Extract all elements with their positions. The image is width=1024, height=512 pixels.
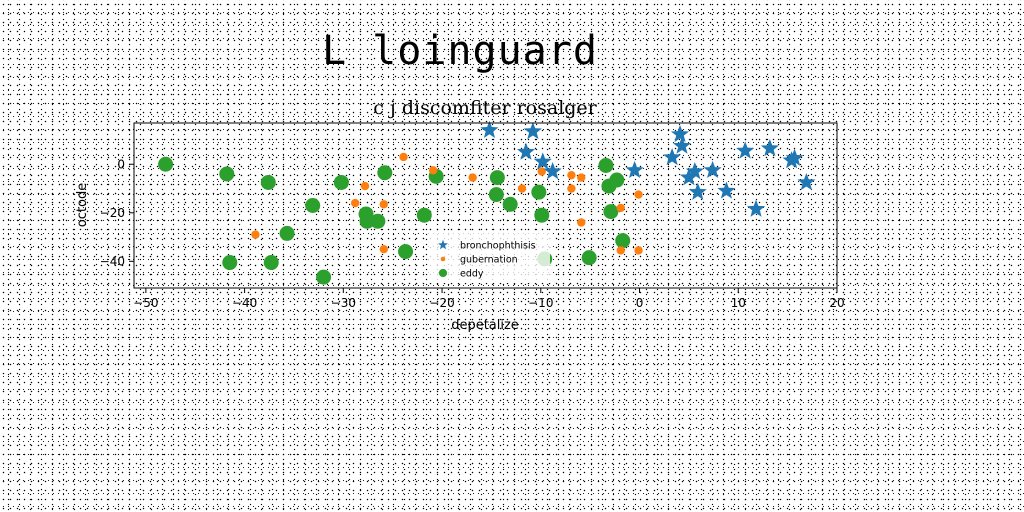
data-point-gubernation [360,181,370,191]
data-point-gubernation [616,203,625,213]
legend-box [428,233,550,283]
data-point-bronchophthisis [663,147,682,166]
data-point-bronchophthisis [747,199,766,217]
data-point-eddy [305,198,321,213]
data-point-eddy [534,207,550,223]
data-point-eddy [370,213,386,229]
data-point-bronchophthisis [785,148,804,166]
data-point-eddy [603,204,619,220]
data-point-eddy [416,207,432,223]
data-point-eddy [359,213,375,229]
data-point-bronchophthisis [703,160,722,178]
y-axis-label: octode [75,183,90,227]
data-point-bronchophthisis [736,141,755,159]
data-point-bronchophthisis [625,160,644,178]
x-tick-label: 20 [829,296,844,310]
data-point-gubernation [567,170,576,180]
data-point-eddy [489,170,505,186]
data-point-bronchophthisis [480,120,499,138]
data-point-eddy [488,187,504,203]
data-point-eddy [615,233,631,249]
data-point-eddy [279,225,295,241]
data-point-eddy [333,174,349,190]
data-point-gubernation [379,200,389,209]
data-point-gubernation [567,184,576,193]
x-tick-label: −50 [133,296,158,310]
data-point-bronchophthisis [685,162,704,180]
data-point-eddy [502,196,518,212]
data-point-eddy [398,244,414,260]
chart-legend: bronchophthisis gubernation eddy [428,233,550,283]
data-point-gubernation [399,152,408,162]
data-point-eddy [263,255,279,271]
x-axis-label: depetalize [451,318,519,333]
data-point-eddy [598,157,614,173]
data-point-gubernation [634,246,643,255]
legend-marker-eddy [438,268,448,278]
x-tick-label: −10 [528,296,553,310]
data-point-eddy [609,172,625,188]
data-point-gubernation [428,166,438,175]
data-point-bronchophthisis [679,168,698,186]
x-tick-label: −30 [331,296,356,310]
y-tick-label: −20 [100,206,125,220]
data-point-gubernation [634,190,643,199]
x-tick-label: −20 [429,296,454,310]
data-point-gubernation [468,173,477,182]
data-point-bronchophthisis [717,181,736,199]
data-point-eddy [377,165,393,181]
data-point-gubernation [616,246,625,255]
data-point-bronchophthisis [523,121,542,140]
data-point-bronchophthisis [797,172,816,191]
y-axis-ticks: 0 −20 −40 [100,157,134,268]
data-point-gubernation [379,244,389,254]
data-point-bronchophthisis [672,136,692,154]
data-point-bronchophthisis [516,142,536,160]
data-point-gubernation [537,167,546,176]
x-tick-label: −40 [232,296,257,310]
y-tick-label: 0 [117,157,125,171]
data-point-eddy [581,250,597,266]
data-point-bronchophthisis [533,152,552,170]
y-tick-label: −40 [100,254,125,268]
data-point-bronchophthisis [760,138,779,157]
data-point-gubernation [577,173,586,182]
data-point-eddy [219,166,235,182]
legend-marker-bronchophthisis [438,239,448,250]
data-point-bronchophthisis [543,162,562,180]
data-point-gubernation [251,230,260,239]
legend-label-bronchophthisis: bronchophthisis [460,241,536,252]
data-point-gubernation [517,184,527,193]
x-tick-label: 10 [731,296,746,310]
legend-label-gubernation: gubernation [460,255,518,266]
data-point-eddy [531,184,547,200]
data-point-eddy [222,255,238,271]
x-axis-ticks: −50 −40 −30 −20 −10 0 10 20 [133,288,845,310]
chart-title: c j discomfiter rosalger [373,97,597,119]
data-point-bronchophthisis [670,124,690,143]
data-point-gubernation [350,198,360,208]
legend-marker-gubernation [440,256,446,262]
data-point-eddy [260,174,276,190]
data-point-bronchophthisis [688,182,707,200]
legend-label-eddy: eddy [460,269,484,280]
data-point-gubernation [577,218,586,227]
page-title: L loinguard [322,28,598,74]
data-point-eddy [316,269,332,285]
data-point-eddy [158,156,174,172]
x-tick-label: 0 [636,296,644,310]
plot-frame [133,122,838,289]
